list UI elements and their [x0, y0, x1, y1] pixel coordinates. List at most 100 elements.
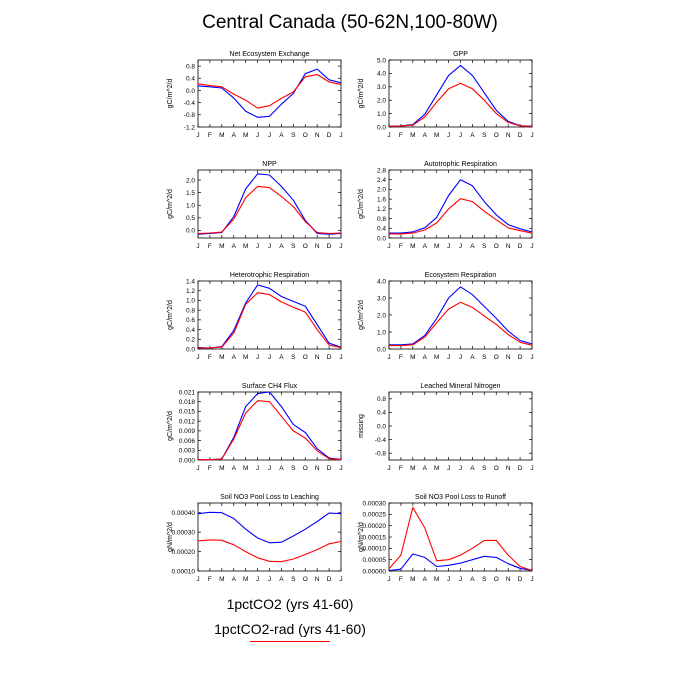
x-tick-label: A	[423, 132, 428, 139]
x-tick-label: J	[447, 465, 450, 472]
x-tick-label: A	[232, 354, 237, 361]
x-tick-label: O	[494, 576, 499, 583]
x-tick-label: J	[447, 354, 450, 361]
series-line-1pctco2-yrs-41-60	[388, 64, 533, 127]
x-tick-label: J	[268, 132, 271, 139]
x-tick-label: F	[399, 243, 403, 250]
x-tick-label: A	[470, 243, 475, 250]
x-tick-label: S	[482, 132, 487, 139]
x-tick-label: J	[339, 243, 342, 250]
y-tick-label: 0.0	[186, 228, 195, 235]
x-tick-label: J	[196, 132, 199, 139]
x-tick-label: S	[291, 354, 296, 361]
y-tick-label: 0.00010	[363, 546, 387, 553]
series-line-1pctco2-yrs-41-60	[388, 553, 533, 572]
x-tick-label: J	[339, 132, 342, 139]
x-tick-label: O	[494, 243, 499, 250]
series-line-1pctco2-yrs-41-60	[197, 173, 342, 235]
x-tick-label: F	[208, 465, 212, 472]
series-line-1pctco2-rad-yrs-41-60	[389, 198, 533, 235]
x-tick-label: S	[482, 465, 487, 472]
series-line-1pctco2-yrs-41-60	[389, 286, 533, 346]
legend-label-1pctco2-rad: 1pctCO2-rad (yrs 41-60)	[214, 621, 366, 637]
x-tick-label: N	[506, 576, 511, 583]
x-tick-label: J	[459, 576, 462, 583]
panel-soil-no3-pool-loss-to-runoff: Soil NO3 Pool Loss to Runoff gN/m^2/d0.00…	[358, 494, 534, 583]
y-axis-label: gC/m^2/d	[167, 189, 174, 219]
y-tick-label: 0.0	[377, 124, 386, 131]
x-tick-label: J	[256, 132, 259, 139]
x-tick-label: J	[387, 132, 390, 139]
y-axis-label: gC/m^2/d	[358, 300, 365, 330]
x-tick-label: A	[232, 465, 237, 472]
y-tick-label: 2.0	[377, 312, 386, 319]
x-tick-label: D	[518, 576, 523, 583]
y-tick-label: -1.2	[184, 124, 196, 131]
x-tick-label: J	[530, 354, 533, 361]
legend-label-1pctco2: 1pctCO2 (yrs 41-60)	[226, 596, 354, 612]
x-tick-label: J	[268, 576, 271, 583]
series-line-1pctco2-rad-yrs-41-60	[197, 74, 342, 109]
x-tick-label: O	[494, 132, 499, 139]
x-tick-label: M	[434, 354, 439, 361]
x-tick-label: M	[219, 132, 224, 139]
x-tick-label: M	[434, 465, 439, 472]
panel-title: Net Ecosystem Exchange	[229, 51, 309, 58]
panel-title: Soil NO3 Pool Loss to Runoff	[415, 494, 506, 501]
x-tick-label: O	[303, 354, 308, 361]
y-tick-label: 2.4	[377, 177, 386, 184]
y-tick-label: 1.2	[186, 288, 195, 295]
x-tick-label: O	[303, 132, 308, 139]
x-tick-label: F	[399, 576, 403, 583]
y-tick-label: -0.8	[184, 112, 196, 119]
x-tick-label: M	[219, 354, 224, 361]
x-tick-label: D	[518, 465, 523, 472]
x-tick-label: D	[327, 132, 332, 139]
x-tick-label: A	[279, 132, 284, 139]
x-tick-label: S	[482, 243, 487, 250]
panel-title: Leached Mineral Nitrogen	[420, 383, 500, 390]
panel-leached-mineral-nitrogen: Leached Mineral Nitrogen missing 0.8 0.4 0.0…	[358, 383, 534, 472]
x-tick-label: O	[303, 243, 308, 250]
x-tick-label: F	[208, 132, 212, 139]
x-tick-label: J	[268, 465, 271, 472]
x-tick-label: A	[232, 576, 237, 583]
x-tick-label: N	[315, 243, 320, 250]
y-tick-label: 0.4	[186, 76, 195, 83]
x-tick-label: M	[410, 132, 415, 139]
x-tick-label: J	[339, 465, 342, 472]
y-axis-label: gN/m^2/d	[358, 522, 365, 552]
y-tick-label: -0.8	[375, 451, 387, 458]
x-tick-label: N	[506, 132, 511, 139]
x-tick-label: A	[232, 132, 237, 139]
x-tick-label: A	[279, 465, 284, 472]
x-tick-label: J	[256, 243, 259, 250]
y-tick-label: 1.4	[186, 278, 195, 285]
x-tick-label: M	[243, 576, 248, 583]
x-tick-label: A	[470, 354, 475, 361]
x-tick-label: J	[459, 132, 462, 139]
x-tick-label: J	[196, 243, 199, 250]
x-tick-label: J	[447, 576, 450, 583]
panel-title: Ecosystem Respiration	[425, 272, 497, 279]
x-tick-label: J	[459, 354, 462, 361]
x-tick-label: O	[303, 576, 308, 583]
x-tick-label: J	[196, 576, 199, 583]
y-axis-label: missing	[358, 414, 365, 438]
plot-frame	[388, 502, 533, 572]
series-line-1pctco2-yrs-41-60	[389, 179, 533, 234]
x-tick-label: O	[494, 354, 499, 361]
series-line-1pctco2-rad-yrs-41-60	[197, 539, 342, 563]
y-axis-label: gN/m^2/d	[167, 522, 174, 552]
panel-soil-no3-pool-loss-to-leaching: Soil NO3 Pool Loss to LeachinggN/m^2/d0.…	[167, 494, 343, 583]
y-tick-label: 3.0	[377, 84, 386, 91]
series-line-1pctco2-rad-yrs-41-60	[388, 506, 533, 572]
x-tick-label: J	[459, 465, 462, 472]
x-tick-label: S	[482, 576, 487, 583]
plot-frame	[388, 280, 533, 350]
panel-title: Autotrophic Respiration	[424, 161, 497, 168]
x-tick-label: J	[339, 576, 342, 583]
y-tick-label: 0.00010	[172, 568, 196, 575]
y-tick-label: 1.0	[186, 203, 195, 210]
